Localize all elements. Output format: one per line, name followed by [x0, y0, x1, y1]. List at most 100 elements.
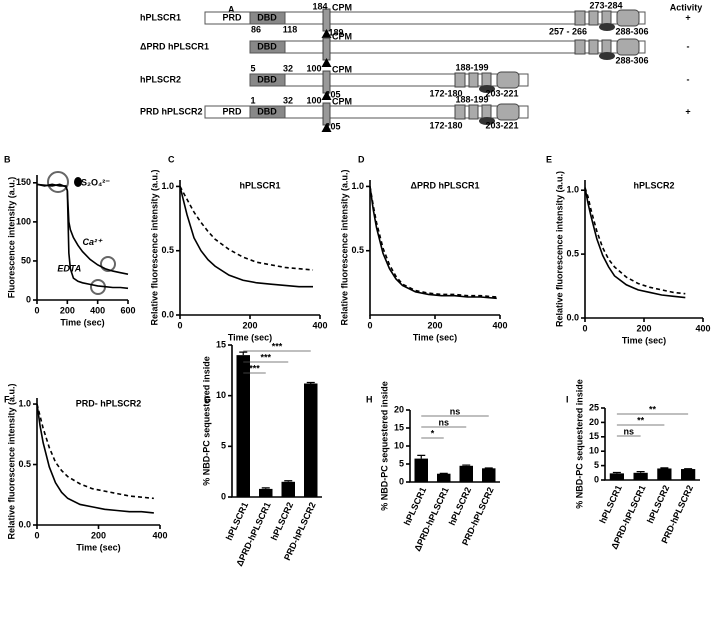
y-axis-label: Relative fluorescence intensity (a.u.) — [554, 171, 564, 327]
bar — [681, 469, 696, 480]
y-tick-label: 15 — [589, 431, 599, 441]
vesicle-icons — [47, 171, 116, 295]
x-tick-label: hPLSCR1 — [597, 484, 623, 525]
row-name: hPLSCR2 — [140, 74, 181, 84]
x-tick-label: 0 — [34, 530, 39, 540]
row-name: hPLSCR1 — [140, 12, 181, 22]
panel-letter: C — [168, 154, 175, 164]
bar — [304, 383, 318, 497]
y-tick-label: 0.0 — [566, 312, 579, 322]
cpm-box — [322, 37, 331, 61]
domain-label: DBD — [257, 12, 277, 22]
significance-label: *** — [260, 352, 271, 362]
error-bar — [636, 471, 645, 473]
error-bar — [306, 381, 315, 384]
significance-label: *** — [272, 341, 283, 351]
error-bar — [239, 351, 248, 356]
y-tick-label: 0.5 — [351, 245, 364, 255]
bar — [281, 481, 295, 497]
y-axis-label: Relative fluorescence intensity (a.u.) — [149, 169, 159, 325]
x-tick-label: 400 — [152, 530, 167, 540]
domain-label: 288-306 — [615, 26, 648, 36]
bar — [259, 488, 273, 497]
domain-label: 203-221 — [485, 120, 518, 130]
domain-label: 188-199 — [455, 62, 488, 72]
line-series — [36, 403, 154, 500]
nls-box — [574, 10, 586, 26]
domain-label: CPM — [332, 31, 352, 41]
domain-label: 118 — [283, 24, 298, 34]
x-tick-label: 0 — [367, 320, 372, 330]
annotation: S₂O₄²⁻ — [81, 177, 110, 187]
domain-label: 257 - 266 — [549, 26, 587, 36]
x-tick-label: 200 — [91, 530, 106, 540]
dbd-box — [249, 73, 286, 87]
y-tick-label: 0.0 — [161, 309, 174, 319]
x-tick-label: 400 — [492, 320, 507, 330]
y-axis-label: Relative fluorescence intensity (a.u.) — [339, 169, 349, 325]
significance-label: ** — [649, 404, 657, 414]
domain-label: 172-180 — [429, 88, 462, 98]
triangle — [321, 58, 332, 67]
y-tick-label: 20 — [589, 417, 599, 427]
x-tick-label: 400 — [695, 323, 710, 333]
domain-label: 5 — [250, 63, 255, 73]
panel-letter: B — [4, 154, 11, 164]
panel-letter: I — [566, 394, 569, 404]
y-tick-label: 15 — [394, 422, 404, 432]
y-tick-label: 1.0 — [351, 181, 364, 191]
op-oval — [599, 23, 615, 31]
error-bar — [284, 480, 293, 482]
x-tick-label: 200 — [427, 320, 442, 330]
panel-letter: D — [358, 154, 365, 164]
y-tick-label: 0.5 — [161, 245, 174, 255]
protein-bar — [249, 40, 646, 54]
domain-label: DBD — [257, 74, 277, 84]
y-tick-label: 0.5 — [566, 248, 579, 258]
significance-label: ns — [450, 406, 461, 416]
line-series — [584, 187, 686, 299]
domain-label: 100 — [306, 95, 321, 105]
y-tick-label: 1.0 — [18, 398, 31, 408]
x-tick-label: 400 — [312, 320, 327, 330]
bar — [609, 473, 624, 480]
significance-label: ns — [438, 417, 449, 427]
y-tick-label: 0 — [399, 476, 404, 486]
y-tick-label: 150 — [16, 177, 31, 187]
domain-label: 32 — [283, 95, 293, 105]
activity: + — [685, 12, 690, 22]
domain-box — [601, 10, 612, 26]
protein-bar — [204, 105, 529, 119]
x-axis-label: Time (sec) — [76, 542, 120, 552]
line-series — [584, 187, 686, 295]
dbd-box — [249, 105, 286, 119]
x-tick-label: 0 — [34, 305, 39, 315]
domain-label: 203-221 — [485, 88, 518, 98]
domain-box — [468, 72, 479, 88]
error-bar — [261, 487, 270, 489]
line-series — [369, 186, 497, 298]
y-tick-label: 1.0 — [566, 185, 579, 195]
y-tick-label: 20 — [394, 404, 404, 414]
axes — [369, 180, 500, 316]
series-label: Ca²⁺ — [83, 237, 104, 247]
bar — [459, 465, 473, 482]
chart-title: hPLSCR1 — [239, 180, 280, 190]
x-axis-label: Time (sec) — [60, 317, 104, 327]
series-label: EDTA — [57, 264, 81, 274]
cth-box — [616, 9, 640, 27]
axes — [179, 180, 320, 316]
protein-bar — [204, 11, 646, 25]
x-tick-label: 0 — [582, 323, 587, 333]
y-tick-label: 0 — [221, 491, 226, 501]
line-series — [369, 186, 497, 300]
nls-box — [454, 104, 466, 120]
line-series — [179, 186, 313, 288]
panel-letter: H — [366, 394, 373, 404]
x-axis-label: Time (sec) — [622, 335, 666, 345]
y-axis-label: Relative fluorescence intensity (a.u.) — [6, 383, 16, 539]
significance-label: * — [431, 428, 435, 438]
domain-box — [468, 104, 479, 120]
y-tick-label: 0.0 — [18, 519, 31, 529]
domain-box — [481, 104, 492, 120]
